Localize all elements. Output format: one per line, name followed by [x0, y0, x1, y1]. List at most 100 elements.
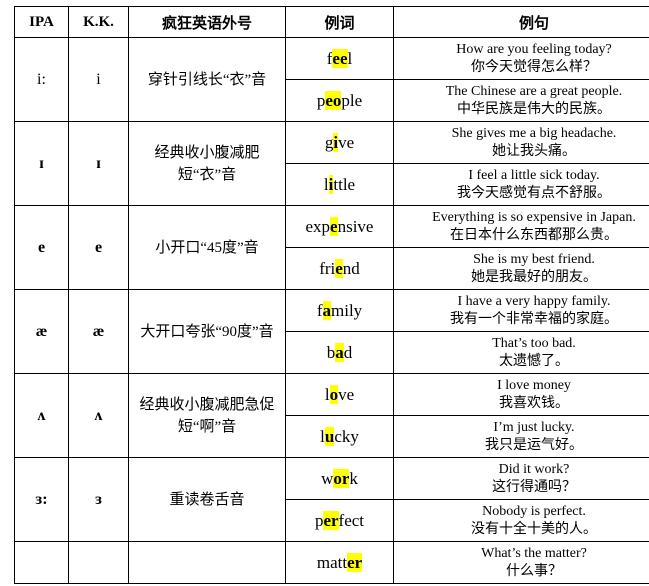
- example-sentence-cell: The Chinese are a great people. 中华民族是伟大的民…: [393, 79, 649, 122]
- header-row: IPA K.K. 疯狂英语外号 例词 例句: [14, 6, 649, 38]
- sentence-chinese: 我只是运气好。: [485, 437, 583, 453]
- word-prefix: b: [326, 342, 336, 362]
- sentence-chinese: 在日本什么东西都那么贵。: [450, 227, 618, 243]
- nickname-cell: 经典收小腹减肥急促短“啊”音: [128, 373, 286, 458]
- word-suffix: ple: [341, 90, 363, 110]
- table-row: matter What’s the matter? 什么事？: [14, 541, 649, 584]
- kk-cell: i: [68, 37, 129, 122]
- word-highlight: i: [333, 132, 339, 152]
- word-suffix: k: [349, 468, 358, 488]
- word-prefix: exp: [305, 216, 331, 236]
- kk-cell: ʌ: [68, 373, 129, 458]
- example-word-cell: work: [285, 457, 394, 500]
- ipa-cell: ʌ: [14, 373, 69, 458]
- header-sentence: 例句: [393, 6, 649, 38]
- table-row: perfect Nobody is perfect. 没有十全十美的人。: [15, 499, 649, 542]
- sentence-chinese: 这行得通吗？: [492, 479, 576, 495]
- word-prefix: l: [324, 384, 330, 404]
- word-highlight: eo: [325, 90, 342, 110]
- phonetics-table: IPA K.K. 疯狂英语外号 例词 例句 i: i 穿针引线长“衣”音 feel Ho…: [14, 6, 649, 584]
- word-prefix: matt: [316, 552, 348, 572]
- sentence-chinese: 我今天感觉有点不舒服。: [457, 185, 611, 201]
- ipa-cell: ɜ:: [14, 457, 69, 542]
- word-highlight: o: [329, 384, 339, 404]
- word-suffix: mily: [331, 300, 363, 320]
- ipa-cell: i:: [14, 37, 69, 122]
- kk-cell: æ: [68, 289, 129, 374]
- sentence-english: I’m just lucky.: [493, 419, 575, 435]
- example-word-cell: perfect: [285, 499, 394, 542]
- example-sentence-cell: Nobody is perfect. 没有十全十美的人。: [393, 499, 649, 542]
- sentence-english: I have a very happy family.: [457, 293, 611, 309]
- nickname-cell: [128, 541, 286, 584]
- word-suffix: ttle: [333, 174, 356, 194]
- word-prefix: g: [324, 132, 334, 152]
- word-suffix: nd: [342, 258, 360, 278]
- word-highlight: e: [330, 216, 338, 236]
- table-row: e e 小开口“45度”音 expensive Everything is so exp…: [14, 205, 649, 290]
- word-highlight: er: [323, 510, 339, 530]
- sentence-chinese: 你今天觉得怎么样？: [471, 59, 597, 75]
- sentence-chinese: 太遗憾了。: [499, 353, 569, 369]
- table-row: i: i 穿针引线长“衣”音 feel How are you feeling toda…: [14, 37, 649, 122]
- word-suffix: cky: [334, 426, 359, 446]
- table-row: people The Chinese are a great people. 中华民…: [15, 79, 649, 122]
- table-row: ɪ ɪ 经典收小腹减肥短“衣”音 give She gives me a big hea…: [14, 121, 649, 206]
- word-prefix: l: [323, 174, 329, 194]
- sentence-english: Did it work?: [498, 461, 570, 477]
- example-word-cell: love: [285, 373, 394, 416]
- table-row: æ æ 大开口夸张“90度”音 family I have a very happy f…: [14, 289, 649, 374]
- example-sentence-cell: She gives me a big headache. 她让我头痛。: [393, 121, 649, 164]
- sentence-english: She is my best friend.: [473, 251, 595, 267]
- sentence-english: The Chinese are a great people.: [445, 83, 623, 99]
- sentence-chinese: 没有十全十美的人。: [471, 521, 597, 537]
- header-ipa: IPA: [14, 6, 69, 38]
- nickname-cell: 穿针引线长“衣”音: [128, 37, 286, 122]
- word-suffix: d: [343, 342, 353, 362]
- sentence-english: Nobody is perfect.: [482, 503, 586, 519]
- word-highlight: a: [335, 342, 344, 362]
- example-sentence-cell: How are you feeling today? 你今天觉得怎么样？: [393, 37, 649, 80]
- word-prefix: f: [326, 48, 333, 68]
- word-suffix: nsive: [337, 216, 374, 236]
- table-row: ʌ ʌ 经典收小腹减肥急促短“啊”音 love I love money 我喜欢钱。: [14, 373, 649, 458]
- nickname-cell: 经典收小腹减肥短“衣”音: [128, 121, 286, 206]
- header-nickname: 疯狂英语外号: [128, 6, 286, 38]
- example-word-cell: give: [285, 121, 394, 164]
- example-word-cell: bad: [285, 331, 394, 374]
- sentence-chinese: 她是我最好的朋友。: [471, 269, 597, 285]
- example-sentence-cell: I have a very happy family. 我有一个非常幸福的家庭。: [393, 289, 649, 332]
- sentence-chinese: 中华民族是伟大的民族。: [457, 101, 611, 117]
- header-kk: K.K.: [68, 6, 129, 38]
- sentence-english: Everything is so expensive in Japan.: [432, 209, 636, 225]
- kk-cell: e: [68, 205, 129, 290]
- table-row: ɜ: ɜ 重读卷舌音 work Did it work? 这行得通吗？: [14, 457, 649, 542]
- example-word-cell: people: [285, 79, 394, 122]
- example-word-cell: expensive: [285, 205, 394, 248]
- example-sentence-cell: Did it work? 这行得通吗？: [393, 457, 649, 500]
- table-row: friend She is my best friend. 她是我最好的朋友。: [15, 247, 649, 290]
- nickname-cell: 小开口“45度”音: [128, 205, 286, 290]
- table-body: i: i 穿针引线长“衣”音 feel How are you feeling toda…: [14, 37, 649, 584]
- sentence-english: I feel a little sick today.: [468, 167, 600, 183]
- sentence-chinese: 我喜欢钱。: [499, 395, 569, 411]
- example-word-cell: friend: [285, 247, 394, 290]
- word-suffix: ve: [338, 132, 355, 152]
- word-highlight: ee: [332, 48, 348, 68]
- sentence-english: How are you feeling today?: [456, 41, 612, 57]
- word-highlight: a: [322, 300, 331, 320]
- example-sentence-cell: I feel a little sick today. 我今天感觉有点不舒服。: [393, 163, 649, 206]
- word-suffix: ve: [338, 384, 355, 404]
- nickname-cell: 重读卷舌音: [128, 457, 286, 542]
- ipa-cell: æ: [14, 289, 69, 374]
- sentence-english: She gives me a big headache.: [451, 125, 617, 141]
- table-row: little I feel a little sick today. 我今天感觉有点…: [15, 163, 649, 206]
- header-word: 例词: [285, 6, 394, 38]
- word-highlight: er: [347, 552, 363, 572]
- example-sentence-cell: That’s too bad. 太遗憾了。: [393, 331, 649, 374]
- example-word-cell: feel: [285, 37, 394, 80]
- example-sentence-cell: What’s the matter? 什么事？: [393, 541, 649, 584]
- sentence-chinese: 我有一个非常幸福的家庭。: [450, 311, 618, 327]
- kk-cell: [68, 541, 129, 584]
- kk-cell: ɪ: [68, 121, 129, 206]
